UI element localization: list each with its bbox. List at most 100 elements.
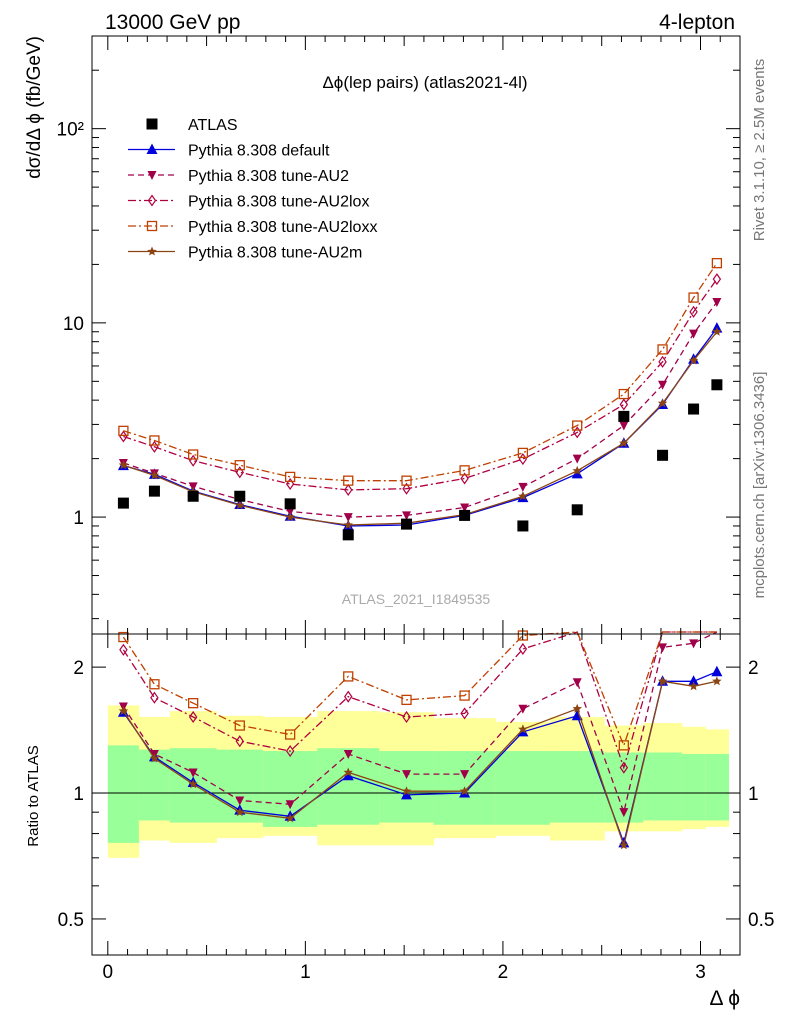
series-point xyxy=(343,475,354,486)
series-point xyxy=(711,257,723,269)
ratio-point xyxy=(285,813,295,823)
x-axis-label: Δ ϕ xyxy=(710,987,740,1010)
series-point xyxy=(343,520,353,530)
ratio-point xyxy=(459,786,470,796)
green-band-bin xyxy=(495,751,551,825)
ratio-point xyxy=(712,676,722,686)
analysis-watermark: ATLAS_2021_I1849535 xyxy=(342,591,491,607)
data-point xyxy=(284,498,296,510)
series-point xyxy=(712,298,722,308)
ratio-point xyxy=(150,691,159,704)
series-point xyxy=(619,438,629,448)
ratio-point xyxy=(235,735,245,748)
series-point xyxy=(657,398,668,408)
legend-label: Pythia 8.308 tune-AU2loxx xyxy=(188,219,377,236)
ratio-point xyxy=(619,761,629,774)
data-point xyxy=(618,410,630,422)
legend-label: Pythia 8.308 default xyxy=(188,143,330,160)
series-point xyxy=(658,380,668,390)
ratio-point xyxy=(343,767,353,777)
series-point xyxy=(572,420,583,431)
ratio-point xyxy=(188,768,198,778)
ratio-tick-label-right: 0.5 xyxy=(748,910,774,931)
ratio-point xyxy=(619,808,629,818)
ratio-point xyxy=(688,675,700,686)
series-point xyxy=(344,483,353,496)
ratio-point xyxy=(689,639,699,649)
top-y-axis-label: dσ/dΔ ϕ (fb/GeV) xyxy=(24,36,45,179)
ratio-point xyxy=(711,665,723,677)
mcplots-label: mcplots.cern.ch [arXiv:1306.3436] xyxy=(751,372,768,599)
series-point xyxy=(401,475,412,486)
ratio-point xyxy=(402,770,412,780)
legend-label: Pythia 8.308 tune-AU2lox xyxy=(188,194,369,211)
ratio-point xyxy=(119,643,128,656)
data-point xyxy=(688,403,700,415)
green-band-bin xyxy=(643,752,683,821)
ratio-line xyxy=(122,680,718,848)
legend-label: Pythia 8.308 tune-AU2m xyxy=(188,245,362,262)
legend-label: ATLAS xyxy=(188,117,238,134)
series-point xyxy=(657,344,668,355)
ratio-point xyxy=(572,678,582,688)
ratio-line xyxy=(122,631,718,815)
legend-marker xyxy=(146,143,158,154)
data-point xyxy=(117,497,129,509)
series-point xyxy=(518,491,528,501)
series-point xyxy=(619,421,629,431)
legend-marker xyxy=(146,118,158,130)
green-band-bin xyxy=(317,748,380,825)
ratio-tick-label: 1 xyxy=(73,784,84,805)
ratio-point xyxy=(401,694,412,706)
series-line xyxy=(123,278,718,491)
series-point xyxy=(460,472,469,485)
series-point xyxy=(285,477,295,491)
series-point xyxy=(518,482,528,492)
legend-marker xyxy=(147,246,157,256)
series-point xyxy=(118,425,129,436)
ratio-point xyxy=(402,710,411,724)
series-point xyxy=(149,435,160,446)
ratio-tick-label: 2 xyxy=(73,658,84,679)
bottom-panel-curves xyxy=(117,630,723,850)
series-point xyxy=(688,292,699,303)
ratio-tick-label-right: 1 xyxy=(748,784,759,805)
ratio-point xyxy=(149,753,160,763)
series-point xyxy=(459,465,470,476)
green-band-bin xyxy=(107,745,140,843)
legend: ATLAS Pythia 8.308 default Pythia 8.308 tu… xyxy=(128,117,377,262)
bottom-panel-frame xyxy=(91,633,741,956)
ratio-point xyxy=(518,724,528,734)
series-point xyxy=(572,454,582,464)
series-point xyxy=(234,460,245,471)
x-tick-label: 0 xyxy=(103,962,114,983)
ratio-point xyxy=(342,769,354,781)
series-point xyxy=(118,460,129,470)
data-point xyxy=(711,379,723,391)
ratio-point xyxy=(285,745,295,758)
header-left: 13000 GeV pp xyxy=(105,11,240,34)
ratio-point xyxy=(344,690,353,703)
ratio-point xyxy=(118,706,129,716)
ratio-point xyxy=(285,800,295,810)
green-band-bin xyxy=(705,753,730,821)
data-point xyxy=(657,449,669,461)
legend-marker xyxy=(147,194,157,207)
data-point xyxy=(401,518,413,530)
ratio-point xyxy=(188,710,198,724)
data-point xyxy=(234,490,246,502)
bottom-y-axis-label: Ratio to ATLAS xyxy=(25,745,42,846)
ratio-point xyxy=(657,676,668,686)
series-point xyxy=(688,355,699,365)
green-band-bin xyxy=(138,749,171,821)
green-band-bin xyxy=(549,751,605,823)
ratio-point xyxy=(688,681,699,691)
data-point xyxy=(571,504,583,516)
ratio-line xyxy=(122,631,717,748)
header-right: 4-lepton xyxy=(659,11,735,34)
legend-marker xyxy=(147,171,157,180)
series-point xyxy=(235,500,245,510)
x-tick-label: 2 xyxy=(498,962,509,983)
series-point xyxy=(285,507,295,517)
series-point xyxy=(460,503,470,513)
